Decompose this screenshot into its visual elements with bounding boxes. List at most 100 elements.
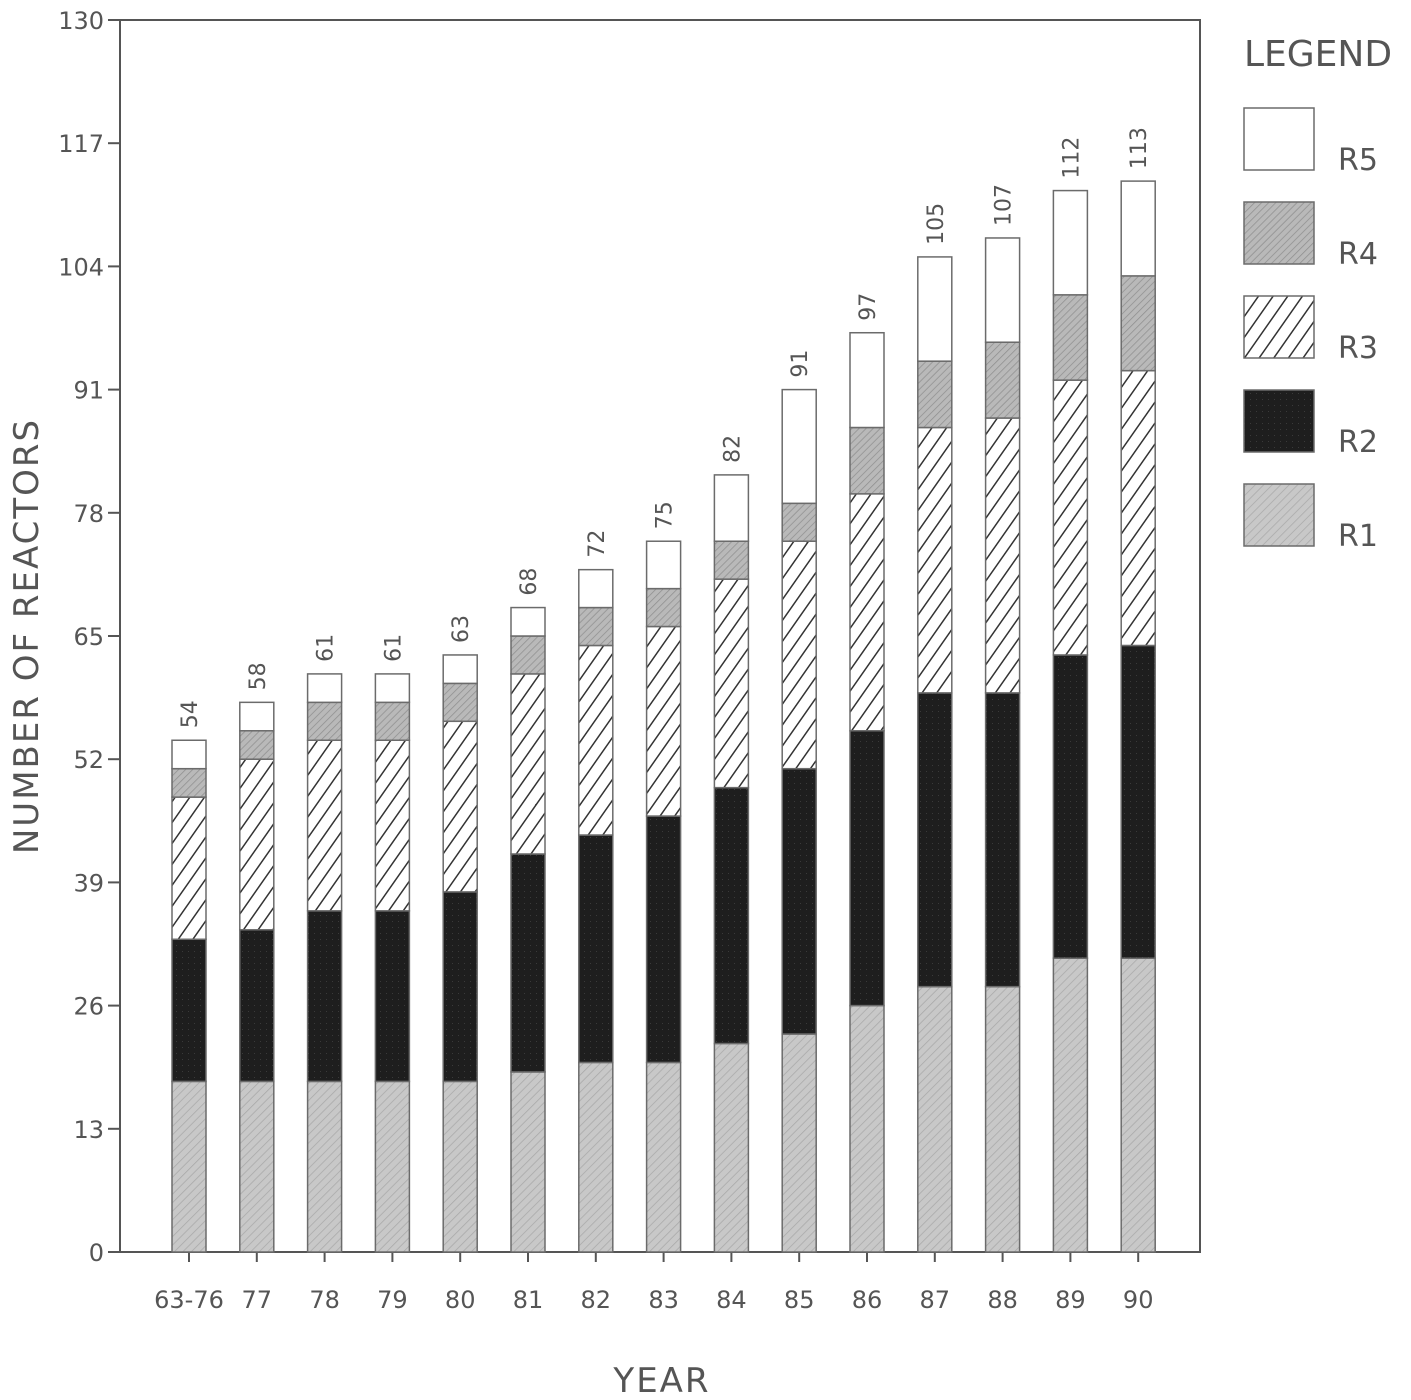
x-tick-label: 80 bbox=[445, 1286, 476, 1314]
y-tick-label: 78 bbox=[73, 500, 104, 528]
x-tick-label: 84 bbox=[716, 1286, 747, 1314]
bar-segment-r5 bbox=[171, 739, 207, 770]
bar-segment-r4 bbox=[645, 587, 682, 628]
bar-total-labels: 54 58 61 61 63 68 72 75 82 91 97 105 107 112 113 bbox=[178, 127, 1152, 728]
bar-total-label: 61 bbox=[381, 634, 406, 662]
bar-stack bbox=[1120, 180, 1156, 1253]
bar-stack bbox=[645, 540, 682, 1253]
bar-segment-r3 bbox=[984, 417, 1021, 694]
x-tick-label: 85 bbox=[784, 1286, 815, 1314]
legend-swatch-r5 bbox=[1243, 107, 1315, 171]
bar-total-label: 82 bbox=[720, 435, 745, 463]
bar-segment-r3 bbox=[442, 720, 478, 893]
bar-segment-r2 bbox=[1120, 644, 1156, 959]
bar-segment-r1 bbox=[239, 1080, 275, 1253]
x-tick-label: 83 bbox=[648, 1286, 679, 1314]
y-tick-label: 117 bbox=[58, 130, 104, 158]
bar-stack bbox=[239, 701, 275, 1253]
bar-segment-r3 bbox=[1052, 379, 1089, 656]
bar-segment-r4 bbox=[849, 426, 885, 495]
bar-segment-r1 bbox=[374, 1080, 411, 1253]
bar-segment-r2 bbox=[171, 938, 207, 1083]
x-tick-label: 63-76 bbox=[154, 1286, 224, 1314]
y-tick-label: 130 bbox=[58, 7, 104, 35]
x-tick-label: 86 bbox=[852, 1286, 883, 1314]
bar-segment-r4 bbox=[306, 701, 343, 741]
bar-total-label: 91 bbox=[788, 350, 813, 378]
bar-segment-r5 bbox=[306, 673, 343, 704]
bar-segment-r5 bbox=[984, 237, 1021, 343]
legend-label-r1: R1 bbox=[1338, 519, 1378, 554]
bar-segment-r3 bbox=[713, 578, 750, 789]
legend-label-r3: R3 bbox=[1338, 331, 1378, 366]
bar-segment-r3 bbox=[171, 796, 207, 941]
x-tick-label: 81 bbox=[513, 1286, 544, 1314]
bar-segment-r1 bbox=[171, 1080, 207, 1253]
bar-segment-r5 bbox=[781, 388, 817, 505]
bar-stack bbox=[1052, 189, 1089, 1253]
bar-segment-r2 bbox=[645, 815, 682, 1064]
x-axis-label: YEAR bbox=[612, 1361, 710, 1400]
bar-stack bbox=[984, 237, 1021, 1253]
bar-segment-r4 bbox=[1120, 275, 1156, 372]
bar-stack bbox=[306, 673, 343, 1253]
x-axis-ticks: 63-76 77 78 79 80 81 82 83 84 85 86 87 88 89 90 bbox=[154, 1252, 1153, 1314]
legend-swatch-r1 bbox=[1243, 483, 1315, 547]
bar-total-label: 113 bbox=[1127, 127, 1152, 169]
bar-segment-r4 bbox=[713, 540, 750, 580]
y-tick-label: 0 bbox=[89, 1239, 104, 1267]
bar-stacks bbox=[171, 180, 1156, 1253]
y-tick-label: 65 bbox=[73, 623, 104, 651]
bar-segment-r5 bbox=[374, 673, 411, 704]
bar-total-label: 97 bbox=[856, 293, 881, 321]
bar-segment-r1 bbox=[849, 1004, 885, 1253]
bar-segment-r5 bbox=[645, 540, 682, 590]
bar-segment-r5 bbox=[1052, 189, 1089, 296]
bar-segment-r2 bbox=[306, 910, 343, 1083]
bar-segment-r3 bbox=[239, 758, 275, 931]
bar-segment-r3 bbox=[306, 739, 343, 912]
bar-segment-r1 bbox=[442, 1080, 478, 1253]
bar-segment-r1 bbox=[984, 985, 1021, 1253]
y-tick-label: 26 bbox=[73, 993, 104, 1021]
bar-segment-r4 bbox=[171, 767, 207, 798]
x-tick-label: 82 bbox=[581, 1286, 612, 1314]
bar-segment-r3 bbox=[645, 625, 682, 817]
bar-segment-r4 bbox=[917, 360, 953, 429]
bar-stack bbox=[171, 739, 207, 1253]
bar-segment-r4 bbox=[578, 606, 614, 647]
y-axis-ticks: 0 13 26 39 52 65 78 91 104 117 130 bbox=[58, 7, 120, 1267]
legend-label-r5: R5 bbox=[1338, 143, 1378, 178]
x-tick-label: 77 bbox=[242, 1286, 273, 1314]
bar-segment-r3 bbox=[578, 644, 614, 836]
bar-segment-r5 bbox=[442, 654, 478, 685]
bar-segment-r4 bbox=[984, 341, 1021, 419]
legend-swatch-r3 bbox=[1243, 295, 1315, 359]
bar-total-label: 72 bbox=[585, 530, 610, 558]
bar-segment-r5 bbox=[713, 474, 750, 542]
bar-segment-r2 bbox=[239, 929, 275, 1083]
bar-segment-r3 bbox=[849, 493, 885, 732]
bar-total-label: 75 bbox=[653, 501, 678, 529]
y-tick-label: 91 bbox=[73, 377, 104, 405]
legend-label-r2: R2 bbox=[1338, 425, 1378, 460]
bar-segment-r5 bbox=[510, 606, 546, 637]
legend-swatch-r4 bbox=[1243, 201, 1315, 265]
bar-total-label: 63 bbox=[449, 615, 474, 643]
bar-segment-r2 bbox=[713, 786, 750, 1045]
bar-segment-r2 bbox=[578, 834, 614, 1064]
bar-stack bbox=[510, 606, 546, 1253]
bar-segment-r2 bbox=[1052, 654, 1089, 959]
bar-stack bbox=[578, 568, 614, 1253]
bar-segment-r2 bbox=[917, 692, 953, 988]
bar-total-label: 61 bbox=[314, 634, 339, 662]
bar-segment-r2 bbox=[510, 853, 546, 1073]
bar-stack bbox=[442, 654, 478, 1253]
bar-segment-r3 bbox=[374, 739, 411, 912]
bar-total-label: 54 bbox=[178, 700, 203, 728]
bar-total-label: 58 bbox=[246, 662, 271, 690]
bar-segment-r4 bbox=[781, 502, 817, 542]
bar-segment-r2 bbox=[374, 910, 411, 1083]
y-axis-label: NUMBER OF REACTORS bbox=[7, 418, 47, 854]
y-tick-label: 104 bbox=[58, 253, 104, 281]
